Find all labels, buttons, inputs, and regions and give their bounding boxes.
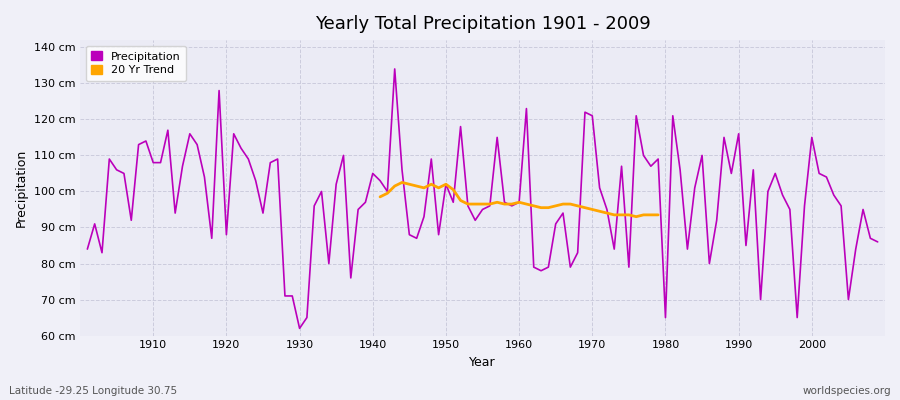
20 Yr Trend — [652, 212, 663, 217]
Text: Latitude -29.25 Longitude 30.75: Latitude -29.25 Longitude 30.75 — [9, 386, 177, 396]
20 Yr Trend — [645, 212, 656, 217]
20 Yr Trend — [536, 205, 546, 210]
20 Yr Trend — [463, 202, 473, 206]
20 Yr Trend — [484, 202, 495, 206]
20 Yr Trend — [382, 191, 392, 196]
Precipitation — [528, 265, 539, 270]
Precipitation — [616, 164, 627, 169]
20 Yr Trend — [572, 204, 583, 208]
X-axis label: Year: Year — [469, 356, 496, 369]
20 Yr Trend — [448, 187, 459, 192]
20 Yr Trend — [418, 186, 429, 190]
20 Yr Trend — [470, 202, 481, 206]
Precipitation — [872, 240, 883, 244]
20 Yr Trend — [550, 204, 561, 208]
20 Yr Trend — [543, 205, 553, 210]
20 Yr Trend — [404, 182, 415, 187]
20 Yr Trend — [374, 194, 385, 199]
Precipitation — [309, 204, 320, 208]
20 Yr Trend — [624, 212, 634, 217]
20 Yr Trend — [558, 202, 569, 206]
20 Yr Trend — [608, 212, 619, 217]
20 Yr Trend — [507, 202, 517, 206]
20 Yr Trend — [594, 209, 605, 214]
Y-axis label: Precipitation: Precipitation — [15, 149, 28, 227]
20 Yr Trend — [433, 186, 444, 190]
20 Yr Trend — [455, 198, 466, 203]
Text: worldspecies.org: worldspecies.org — [803, 386, 891, 396]
Precipitation — [294, 326, 305, 331]
Title: Yearly Total Precipitation 1901 - 2009: Yearly Total Precipitation 1901 - 2009 — [315, 15, 651, 33]
20 Yr Trend — [426, 182, 436, 187]
20 Yr Trend — [390, 184, 400, 188]
Precipitation — [353, 207, 364, 212]
Line: 20 Yr Trend: 20 Yr Trend — [380, 182, 658, 217]
20 Yr Trend — [528, 204, 539, 208]
Precipitation — [82, 247, 93, 252]
20 Yr Trend — [565, 202, 576, 206]
20 Yr Trend — [397, 180, 408, 185]
20 Yr Trend — [601, 211, 612, 216]
20 Yr Trend — [587, 207, 598, 212]
Legend: Precipitation, 20 Yr Trend: Precipitation, 20 Yr Trend — [86, 46, 186, 81]
20 Yr Trend — [638, 212, 649, 217]
Precipitation — [140, 139, 151, 144]
20 Yr Trend — [521, 202, 532, 206]
20 Yr Trend — [500, 202, 510, 206]
Line: Precipitation: Precipitation — [87, 69, 878, 328]
20 Yr Trend — [491, 200, 502, 205]
20 Yr Trend — [616, 212, 627, 217]
Precipitation — [521, 106, 532, 111]
20 Yr Trend — [440, 182, 451, 187]
20 Yr Trend — [631, 214, 642, 219]
20 Yr Trend — [514, 200, 525, 205]
20 Yr Trend — [580, 205, 590, 210]
20 Yr Trend — [477, 202, 488, 206]
Precipitation — [390, 66, 400, 71]
20 Yr Trend — [411, 184, 422, 188]
